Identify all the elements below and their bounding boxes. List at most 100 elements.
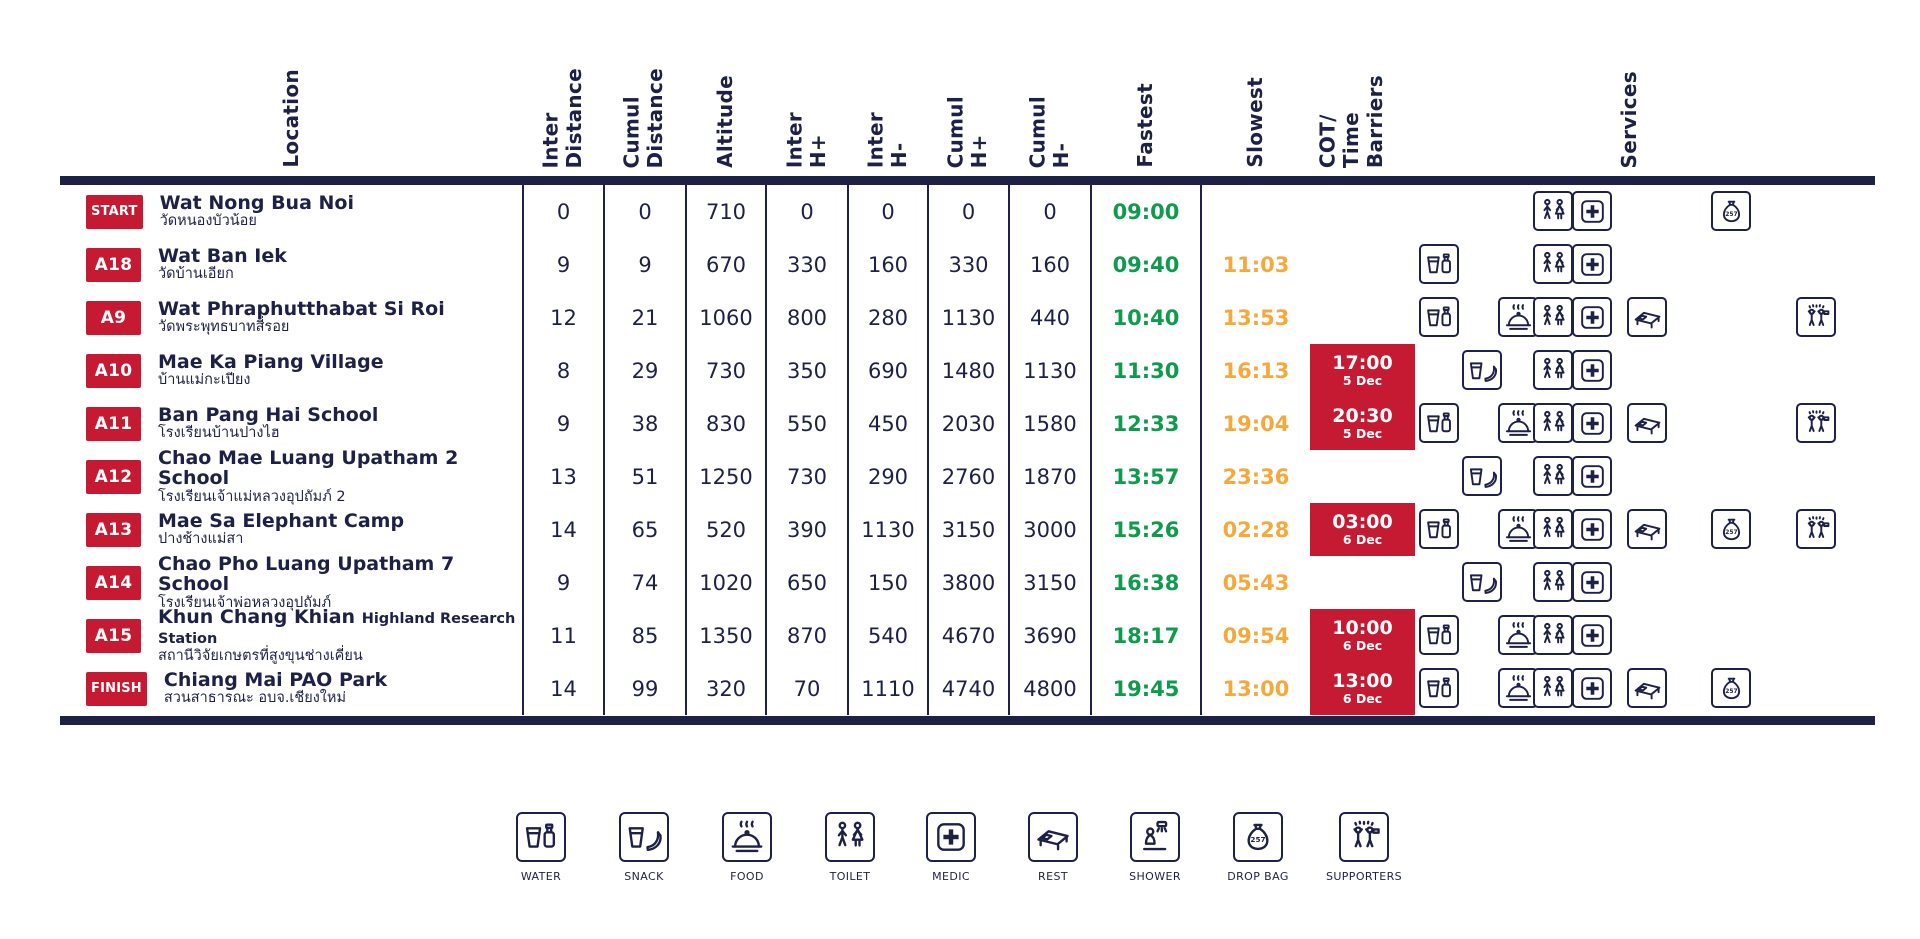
location-cell: A13 Mae Sa Elephant Camp ปางช้างแม่สา xyxy=(60,503,522,556)
inter-hplus-cell: 350 xyxy=(765,344,847,397)
altitude-cell: 1350 xyxy=(685,609,765,662)
food-icon xyxy=(1498,509,1538,549)
svg-text:257: 257 xyxy=(1725,210,1737,217)
cot-cell xyxy=(1310,291,1415,344)
location-name-th: วัดพระพุทธบาทสี่รอย xyxy=(158,319,290,336)
fastest-time-cell: 16:38 xyxy=(1090,556,1200,609)
station-badge: A11 xyxy=(86,406,141,441)
cumul-distance-cell: 74 xyxy=(603,556,685,609)
cumul-distance-cell: 65 xyxy=(603,503,685,556)
inter-distance-cell: 14 xyxy=(522,503,603,556)
location-name-en: Ban Pang Hai School xyxy=(158,403,379,426)
station-badge: START xyxy=(86,194,143,229)
header-inter-distance: Inter Distance xyxy=(538,67,586,168)
location-names: Chao Pho Luang Upatham 7 School โรงเรียน… xyxy=(158,553,522,612)
svg-text:257: 257 xyxy=(1250,835,1265,844)
table-row: FINISH Chiang Mai PAO Park สวนสาธารณะ อบ… xyxy=(60,662,1875,715)
location-cell: FINISH Chiang Mai PAO Park สวนสาธารณะ อบ… xyxy=(60,662,522,715)
legend-item: MEDIC xyxy=(896,812,1006,883)
legend-label: SNACK xyxy=(624,870,664,883)
cumul-hminus-cell: 3000 xyxy=(1008,503,1090,556)
cumul-hplus-cell: 1130 xyxy=(927,291,1008,344)
snack-icon xyxy=(619,812,669,862)
medic-icon xyxy=(1572,668,1612,708)
altitude-cell: 830 xyxy=(685,397,765,450)
header-cumul-hplus: Cumul H+ xyxy=(943,95,991,168)
toilet-icon xyxy=(1533,456,1573,496)
altitude-cell: 320 xyxy=(685,662,765,715)
water-icon xyxy=(1419,244,1459,284)
slowest-time-cell: 23:36 xyxy=(1200,450,1310,503)
location-name-th: วัดบ้านเอียก xyxy=(158,266,234,283)
cutoff-time: 03:00 xyxy=(1332,510,1393,533)
dropbag-icon: 257 xyxy=(1711,509,1751,549)
cot-cell xyxy=(1310,185,1415,238)
legend-label: WATER xyxy=(520,870,562,883)
station-badge: A15 xyxy=(86,618,141,653)
inter-hminus-cell: 1130 xyxy=(847,503,927,556)
table-row: A15 Khun Chang Khian Highland Research S… xyxy=(60,605,1875,665)
location-names: Khun Chang Khian Highland Research Stati… xyxy=(158,605,522,665)
legend-item: SNACK xyxy=(589,812,699,883)
inter-distance-cell: 14 xyxy=(522,662,603,715)
station-badge: FINISH xyxy=(86,671,147,706)
shower-icon xyxy=(1130,812,1180,862)
cutoff-time-box: 20:30 5 Dec xyxy=(1310,397,1415,450)
medic-icon xyxy=(1572,297,1612,337)
toilet-icon xyxy=(1533,615,1573,655)
legend-label: TOILET xyxy=(829,870,871,883)
cumul-distance-cell: 0 xyxy=(603,185,685,238)
cumul-hplus-cell: 2030 xyxy=(927,397,1008,450)
water-icon xyxy=(1419,509,1459,549)
location-name-th: โรงเรียนเจ้าแม่หลวงอุปถัมภ์ 2 xyxy=(158,488,346,505)
header-altitude: Altitude xyxy=(713,75,738,168)
location-names: Wat Ban Iek วัดบ้านเอียก xyxy=(158,246,287,283)
location-names: Wat Nong Bua Noi วัดหนองบัวน้อย xyxy=(160,193,354,230)
svg-text:257: 257 xyxy=(1725,528,1737,535)
location-cell: A18 Wat Ban Iek วัดบ้านเอียก xyxy=(60,238,522,291)
inter-distance-cell: 0 xyxy=(522,185,603,238)
cumul-hminus-cell: 3150 xyxy=(1008,556,1090,609)
inter-hplus-cell: 870 xyxy=(765,609,847,662)
cot-cell xyxy=(1310,238,1415,291)
services-cell xyxy=(1415,291,1875,344)
location-cell: A10 Mae Ka Piang Village บ้านแม่กะเปียง xyxy=(60,344,522,397)
inter-hminus-cell: 290 xyxy=(847,450,927,503)
medic-icon xyxy=(926,812,976,862)
toilet-icon xyxy=(1533,297,1573,337)
legend-item: TOILET xyxy=(795,812,905,883)
inter-distance-cell: 9 xyxy=(522,556,603,609)
services-cell: 257 xyxy=(1415,185,1875,238)
inter-distance-cell: 8 xyxy=(522,344,603,397)
inter-hminus-cell: 280 xyxy=(847,291,927,344)
header-location: Location xyxy=(279,69,304,168)
location-name-en: Khun Chang Khian Highland Research Stati… xyxy=(158,605,516,648)
dropbag-icon: 257 xyxy=(1233,812,1283,862)
header-inter-hplus: Inter H+ xyxy=(782,111,830,168)
inter-hplus-cell: 730 xyxy=(765,450,847,503)
services-cell: 257 xyxy=(1415,662,1875,715)
location-name-en: Mae Sa Elephant Camp xyxy=(158,509,405,532)
toilet-icon xyxy=(1533,244,1573,284)
location-name-th: วัดหนองบัวน้อย xyxy=(159,213,257,230)
cumul-hplus-cell: 3150 xyxy=(927,503,1008,556)
slowest-time-cell: 13:53 xyxy=(1200,291,1310,344)
slowest-time-cell: 09:54 xyxy=(1200,609,1310,662)
table-header: Location Inter Distance Cumul Distance A… xyxy=(0,0,1920,176)
inter-distance-cell: 13 xyxy=(522,450,603,503)
rest-icon xyxy=(1627,668,1667,708)
cumul-hplus-cell: 2760 xyxy=(927,450,1008,503)
food-icon xyxy=(1498,668,1538,708)
slowest-time-cell: 16:13 xyxy=(1200,344,1310,397)
cutoff-time-box: 13:00 6 Dec xyxy=(1310,662,1415,715)
inter-distance-cell: 9 xyxy=(522,238,603,291)
inter-hplus-cell: 650 xyxy=(765,556,847,609)
altitude-cell: 1250 xyxy=(685,450,765,503)
location-name-en: Wat Ban Iek xyxy=(158,244,287,267)
fastest-time-cell: 09:00 xyxy=(1090,185,1200,238)
rest-icon xyxy=(1028,812,1078,862)
fastest-time-cell: 13:57 xyxy=(1090,450,1200,503)
cutoff-date: 5 Dec xyxy=(1342,425,1383,441)
cumul-hminus-cell: 160 xyxy=(1008,238,1090,291)
supporters-icon xyxy=(1796,403,1836,443)
